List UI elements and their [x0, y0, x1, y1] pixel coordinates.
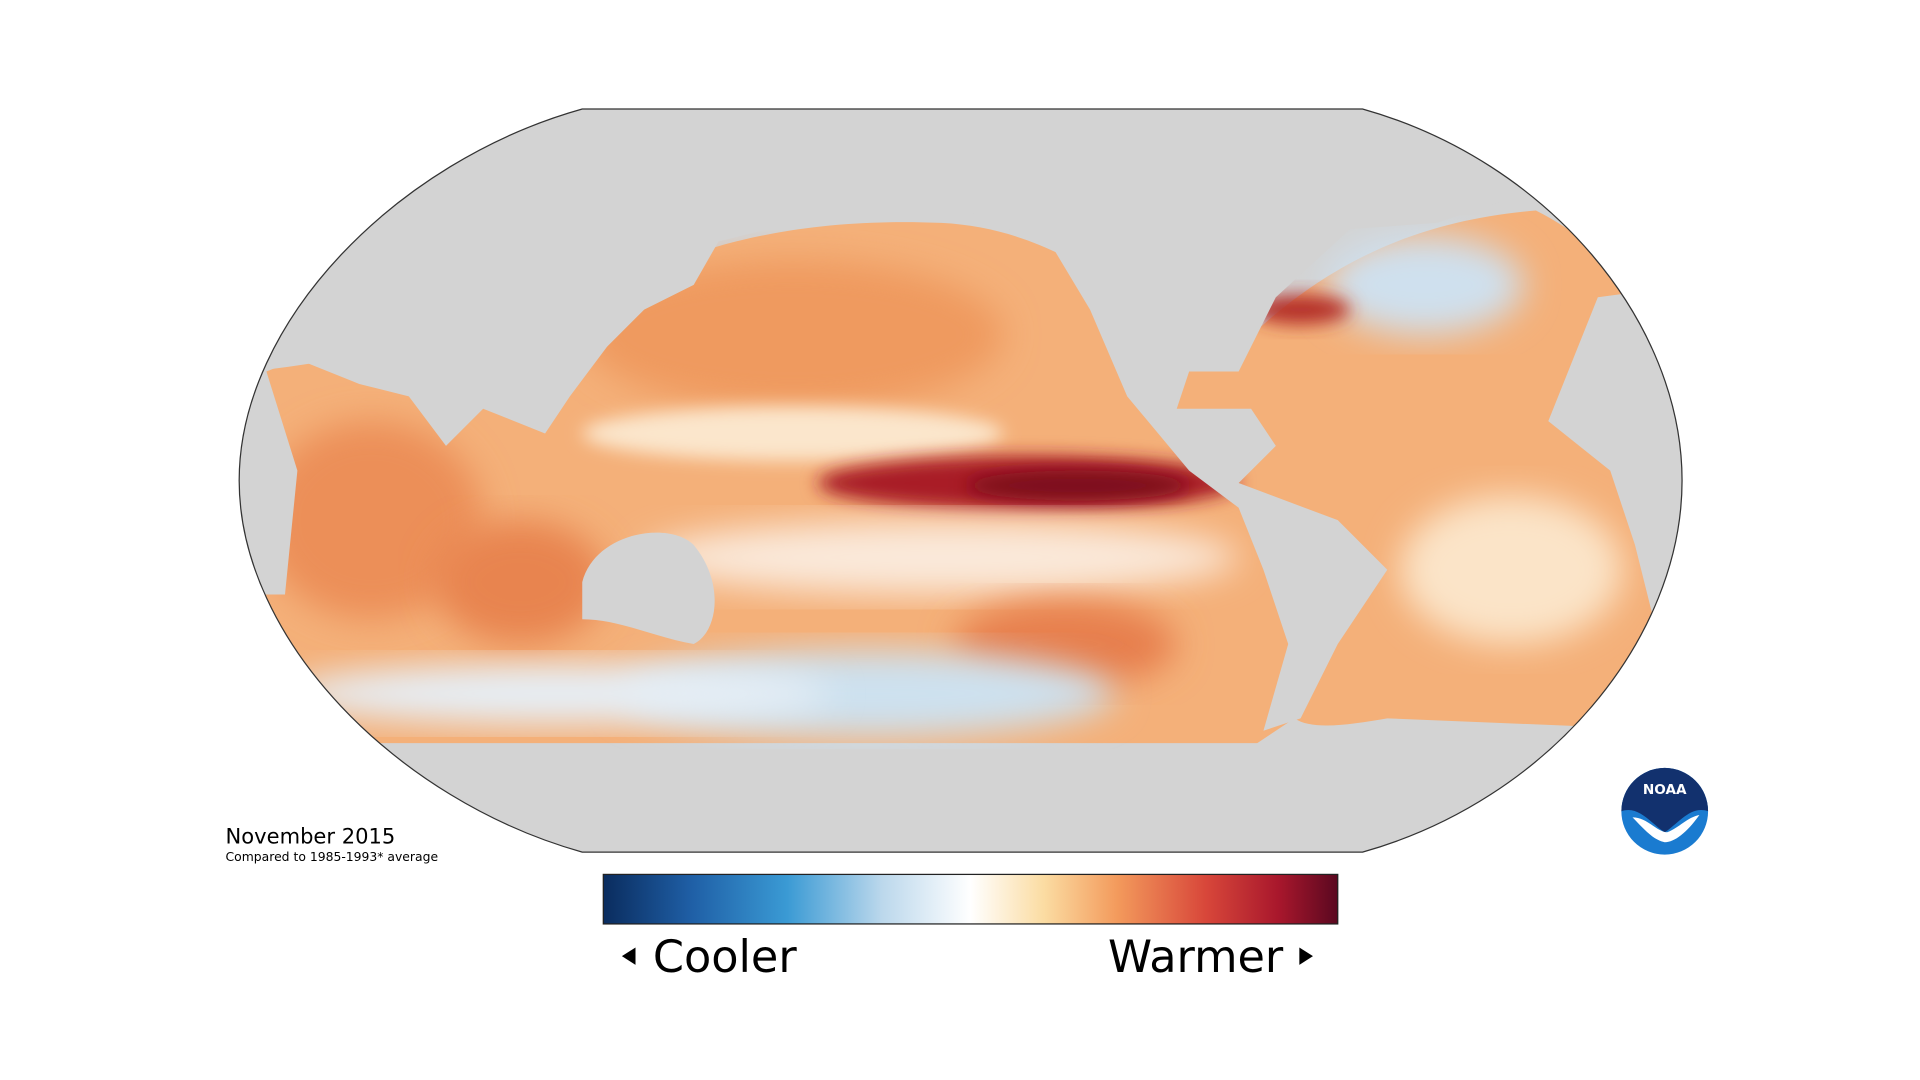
- noaa-logo: NOAA: [1621, 767, 1709, 855]
- logo-text: NOAA: [1643, 782, 1687, 798]
- land: [239, 108, 1683, 853]
- caption-title: November 2015: [226, 823, 396, 848]
- map-outline: [238, 108, 1683, 853]
- map: [239, 108, 1683, 853]
- legend-high: Warmer: [1108, 931, 1284, 983]
- legend-low: Cooler: [653, 931, 797, 983]
- caption-subtitle: Compared to 1985-1993* average: [226, 850, 439, 864]
- warmer-arrow: [1299, 947, 1313, 965]
- color-scale: [602, 873, 1339, 925]
- cooler-arrow: [621, 947, 636, 965]
